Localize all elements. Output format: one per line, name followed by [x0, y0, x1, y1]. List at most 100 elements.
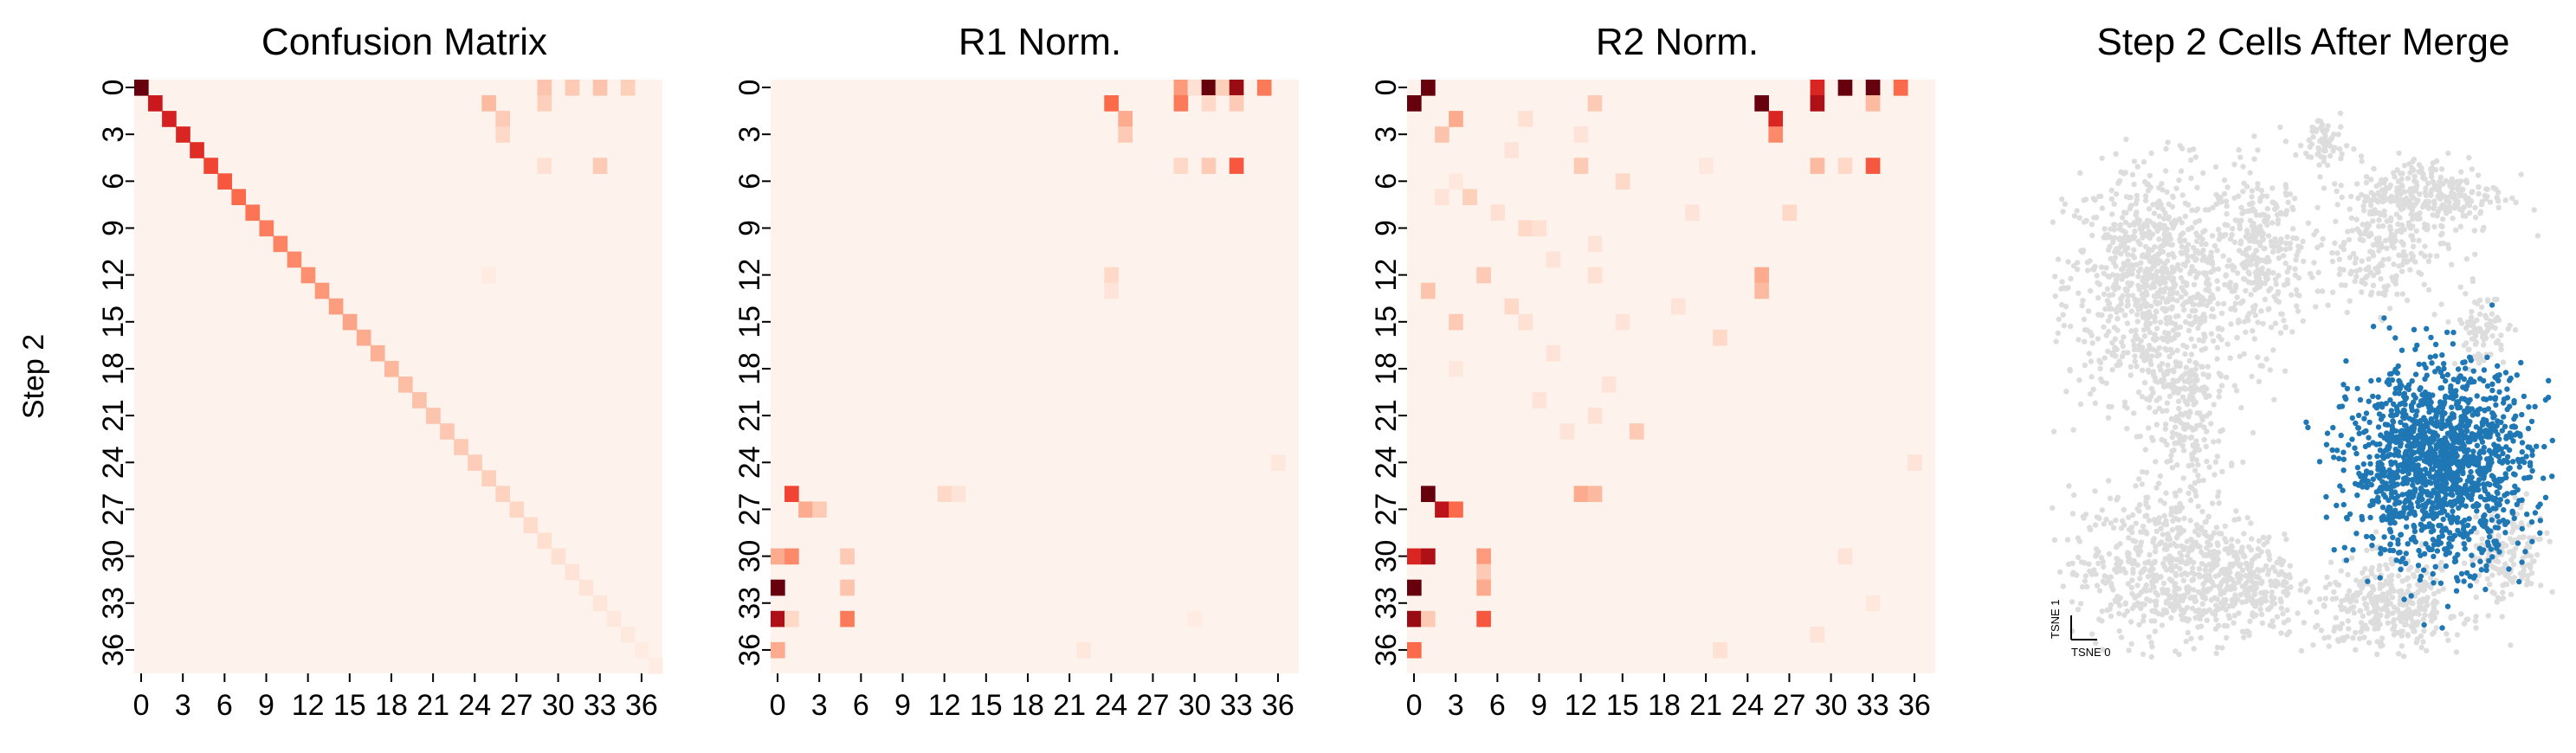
x-tick-label: 12: [928, 689, 961, 722]
tsne-point-highlight: [2416, 402, 2422, 409]
tsne-point-background: [2435, 183, 2442, 190]
tsne-point-background: [2487, 199, 2494, 205]
tsne-point-background: [2133, 483, 2139, 489]
tsne-point-background: [2463, 256, 2470, 262]
tsne-point-background: [2113, 151, 2119, 157]
heatmap-cell: [1810, 80, 1825, 96]
tsne-point-background: [2202, 519, 2208, 525]
tsne-point-highlight: [2483, 563, 2489, 569]
tsne-point-background: [2395, 573, 2402, 579]
tsne-point-background: [2195, 473, 2201, 479]
y-tick-label: 15: [97, 306, 130, 338]
tsne-point-background: [2216, 500, 2222, 506]
x-tick-label: 18: [1648, 689, 1681, 722]
tsne-point-background: [2181, 306, 2187, 313]
tsne-point-background: [2252, 312, 2258, 319]
tsne-point-highlight: [2424, 401, 2431, 407]
tsne-point-background: [2052, 274, 2058, 280]
tsne-point-background: [2161, 500, 2167, 506]
tsne-point-highlight: [2432, 341, 2439, 348]
tsne-point-background: [2131, 342, 2137, 349]
tsne-point-background: [2370, 273, 2377, 279]
tsne-point-background: [2198, 623, 2205, 629]
tsne-point-background: [2291, 196, 2298, 202]
tsne-point-background: [2134, 312, 2140, 318]
tsne-point-background: [2101, 521, 2108, 527]
tsne-point-background: [2250, 429, 2256, 436]
tsne-point-highlight: [2507, 430, 2513, 436]
tsne-point-background: [2133, 327, 2139, 333]
tsne-point-background: [2238, 217, 2244, 223]
tsne-point-highlight: [2541, 443, 2547, 450]
tsne-point-highlight: [2387, 547, 2393, 554]
tsne-point-background: [2179, 394, 2186, 400]
tsne-point-background: [2231, 306, 2238, 313]
heatmap-cell: [771, 610, 785, 628]
tsne-point-background: [2464, 200, 2471, 206]
heatmap-cell: [426, 408, 441, 424]
tsne-point-background: [2256, 537, 2263, 544]
tsne-point-highlight: [2458, 570, 2465, 577]
y-tick-label: 36: [733, 634, 766, 666]
tsne-point-background: [2105, 478, 2112, 484]
tsne-point-highlight: [2340, 449, 2347, 455]
tsne-point-highlight: [2331, 454, 2337, 460]
tsne-point-background: [2177, 360, 2183, 366]
heatmap-cell: [1201, 95, 1217, 112]
tsne-point-highlight: [2546, 377, 2552, 383]
tsne-point-background: [2237, 572, 2244, 579]
tsne-point-background: [2188, 268, 2194, 274]
tsne-point-background: [2511, 575, 2517, 581]
tsne-point-background: [2405, 175, 2411, 182]
tsne-point-background: [2436, 589, 2442, 595]
heatmap-cell: [537, 532, 552, 550]
tsne-point-highlight: [2422, 524, 2428, 530]
heatmap-cell: [1837, 158, 1853, 174]
heatmap-cell: [1893, 80, 1908, 96]
tsne-point-background: [2358, 620, 2365, 626]
tsne-point-background: [2167, 560, 2174, 566]
tsne-point-background: [2353, 647, 2359, 653]
tsne-point-background: [2282, 531, 2288, 537]
tsne-point-background: [2406, 582, 2412, 589]
tsne-point-highlight: [2358, 473, 2364, 479]
tsne-point-highlight: [2440, 444, 2447, 451]
tsne-point-highlight: [2347, 511, 2353, 518]
tsne-point-background: [2500, 595, 2506, 602]
tsne-point-background: [2238, 204, 2244, 210]
tsne-point-background: [2524, 577, 2530, 583]
tsne-point-background: [2156, 351, 2162, 357]
tsne-point-background: [2166, 214, 2172, 221]
tsne-point-background: [2160, 206, 2166, 212]
tsne-point-highlight: [2518, 359, 2524, 366]
tsne-point-background: [2422, 190, 2429, 196]
tsne-point-highlight: [2428, 529, 2435, 535]
tsne-point-background: [2248, 520, 2254, 526]
tsne-point-background: [2348, 215, 2354, 222]
tsne-point-background: [2188, 299, 2194, 305]
tsne-point-background: [2249, 194, 2255, 200]
tsne-point-highlight: [2525, 425, 2532, 432]
y-tick-label: 15: [733, 306, 766, 338]
tsne-point-background: [2395, 178, 2402, 184]
heatmap-cell: [495, 126, 511, 143]
tsne-point-background: [2141, 586, 2147, 592]
tsne-point-background: [2411, 173, 2418, 179]
tsne-point-background: [2258, 611, 2265, 617]
tsne-point-background: [2411, 610, 2418, 616]
tsne-point-background: [2376, 566, 2382, 573]
tsne-point-background: [2192, 154, 2199, 160]
tsne-point-background: [2148, 303, 2154, 309]
tsne-point-background: [2247, 618, 2253, 624]
tsne-point-background: [2134, 600, 2141, 606]
y-tick-label: 0: [1370, 80, 1403, 96]
tsne-point-background: [2185, 414, 2192, 420]
tsne-point-background: [2188, 336, 2194, 342]
tsne-point-background: [2140, 224, 2147, 230]
tsne-point-background: [2301, 258, 2307, 265]
tsne-point-highlight: [2412, 538, 2418, 545]
tsne-point-background: [2528, 570, 2535, 576]
heatmap-cell: [565, 80, 580, 96]
tsne-point-highlight: [2493, 402, 2499, 409]
tsne-point-background: [2388, 556, 2394, 563]
